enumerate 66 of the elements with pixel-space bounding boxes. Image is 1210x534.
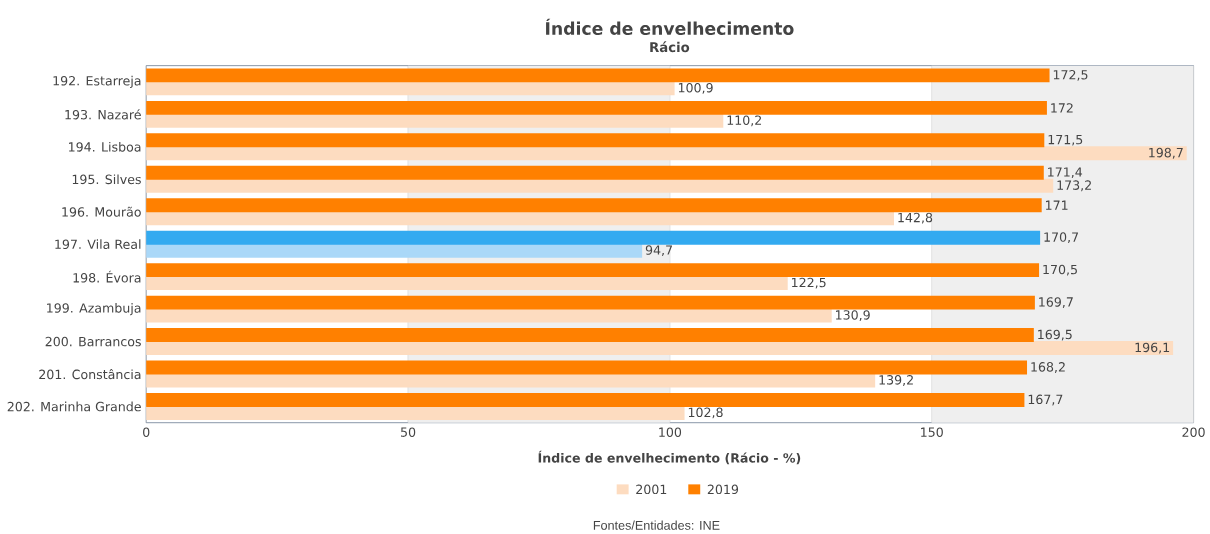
data-label: 171,5: [1048, 134, 1083, 146]
x-tick-label: 0: [143, 427, 150, 437]
bar: [146, 146, 1187, 161]
bar: [146, 295, 1035, 310]
bar: [146, 211, 895, 226]
y-tick-label: 200. Barrancos: [45, 336, 141, 347]
data-label: 94,7: [645, 245, 673, 256]
bar: [146, 392, 1025, 407]
data-label: 171: [1046, 200, 1068, 210]
y-tick-label: 197. Vila Real: [55, 239, 141, 249]
data-label: 171,4: [1048, 167, 1083, 178]
data-label: 100,9: [678, 82, 713, 94]
bar: [146, 133, 1045, 148]
data-label: 130,9: [836, 310, 870, 321]
bar: [146, 340, 1174, 355]
y-tick-label: 196. Mourão: [62, 206, 141, 217]
bar: [146, 100, 1047, 115]
bar: [146, 165, 1044, 180]
bar: [146, 276, 788, 290]
chart-title: Índice de envelhecimento: [546, 18, 794, 35]
data-label: 198,7: [1149, 147, 1183, 159]
x-axis-title: Índice de envelhecimento (Rácio - %): [538, 450, 801, 465]
data-label: 167,7: [1028, 394, 1063, 406]
data-label: 168,2: [1031, 362, 1065, 373]
data-label: 172: [1051, 103, 1073, 113]
data-label: 196,1: [1135, 342, 1170, 354]
y-tick-label: 192. Estarreja: [53, 75, 141, 88]
data-label: 110,2: [727, 115, 762, 127]
data-label: 169,7: [1039, 297, 1073, 308]
bar: [146, 243, 643, 258]
bar: [146, 405, 685, 420]
y-tick-label: 199. Azambuja: [47, 302, 141, 316]
x-tick-label: 50: [401, 427, 416, 437]
data-label: 173,2: [1057, 180, 1091, 192]
bar: [146, 113, 724, 128]
bar: [146, 373, 876, 388]
text: Fontes/Entidades: INE: [593, 520, 720, 530]
chart-subtitle: Rácio: [650, 41, 690, 53]
data-label: 170,5: [1043, 264, 1077, 276]
bar: [146, 263, 1040, 278]
data-label: 170,7: [1044, 232, 1079, 243]
data-label: 169,5: [1038, 329, 1072, 341]
bar: [146, 308, 832, 323]
bar: [146, 178, 1054, 193]
x-tick-label: 100: [659, 427, 682, 437]
x-tick-label: 200: [1182, 427, 1205, 437]
data-label: 142,8: [898, 212, 933, 224]
legend-label: 2019: [707, 484, 739, 495]
bar: [146, 230, 1041, 245]
data-label: 139,2: [879, 375, 913, 386]
bar: [146, 68, 1050, 83]
bar: [146, 198, 1042, 213]
y-tick-label: 194. Lisboa: [69, 141, 141, 152]
y-tick-label: 202. Marinha Grande: [7, 401, 141, 412]
y-tick-label: 195. Silves: [72, 174, 141, 185]
bar: [146, 81, 675, 96]
y-tick-label: 201. Constância: [39, 368, 141, 380]
data-label: 102,8: [688, 407, 723, 419]
data-label: 122,5: [792, 277, 826, 289]
bar: [146, 328, 1034, 342]
y-tick-label: 198. Évora: [73, 270, 141, 283]
x-tick-label: 150: [921, 427, 943, 437]
data-label: 172,5: [1053, 69, 1088, 81]
legend-label: 2001: [636, 484, 667, 495]
y-tick-label: 193. Nazaré: [65, 109, 141, 120]
bar: [146, 360, 1028, 375]
